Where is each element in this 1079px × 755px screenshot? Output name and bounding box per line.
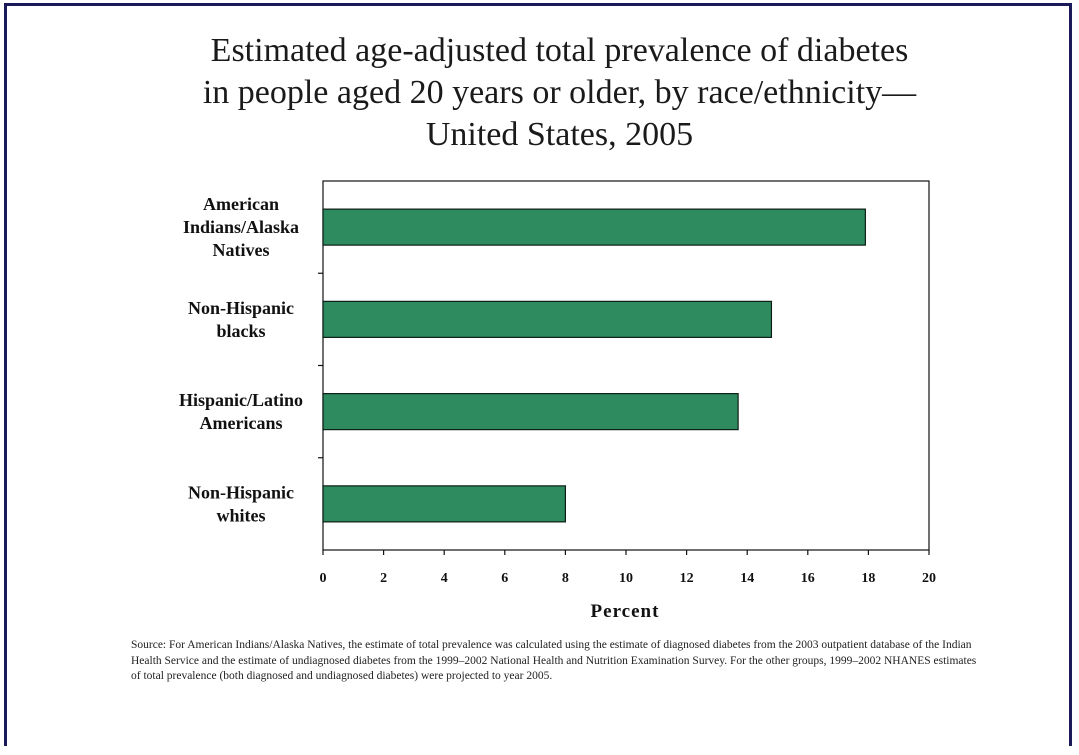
x-tick-label: 8 bbox=[562, 571, 569, 586]
x-tick-label: 16 bbox=[801, 571, 815, 586]
chart-title-line-3: United States, 2005 bbox=[425, 116, 694, 153]
x-tick-label: 18 bbox=[861, 571, 875, 586]
category-label: Americans bbox=[200, 413, 283, 433]
slide-frame bbox=[4, 3, 1072, 746]
x-tick-label: 0 bbox=[320, 571, 327, 586]
chart-title-line-1: Estimated age-adjusted total prevalence … bbox=[210, 32, 909, 69]
x-tick-label: 4 bbox=[441, 571, 448, 586]
bars-group bbox=[322, 208, 866, 523]
category-label: Indians/Alaska bbox=[183, 217, 299, 237]
bar bbox=[322, 208, 866, 246]
x-tick-label: 10 bbox=[619, 571, 633, 586]
x-axis-label: Percent bbox=[591, 601, 660, 622]
source-note: Source: For American Indians/Alaska Nati… bbox=[131, 639, 977, 682]
x-tick-label: 6 bbox=[501, 571, 508, 586]
x-tick-label: 12 bbox=[680, 571, 694, 586]
chart-title-line-2: in people aged 20 years or older, by rac… bbox=[202, 74, 917, 111]
category-label: Hispanic/Latino bbox=[179, 390, 303, 410]
x-ticks-group: 0 2 4 6 8 10 12 14 16 18 20 bbox=[320, 550, 936, 586]
bar bbox=[322, 300, 773, 338]
category-label: Non-Hispanic bbox=[188, 298, 294, 318]
category-label: Non-Hispanic bbox=[188, 482, 294, 502]
chart-title: Estimated age-adjusted total prevalence … bbox=[0, 30, 1079, 156]
category-labels-group: American Indians/Alaska Natives Non-Hispani… bbox=[179, 194, 303, 525]
x-tick-label: 2 bbox=[380, 571, 387, 586]
x-tick-label: 14 bbox=[740, 571, 754, 586]
category-label: whites bbox=[217, 505, 266, 525]
bar bbox=[322, 393, 739, 431]
category-label: blacks bbox=[216, 321, 265, 341]
bar-chart: American Indians/Alaska Natives Non-Hispani… bbox=[179, 180, 936, 622]
category-label: Natives bbox=[213, 240, 270, 260]
category-label: American bbox=[203, 194, 279, 214]
x-tick-label: 20 bbox=[922, 571, 936, 586]
bar bbox=[322, 485, 566, 523]
